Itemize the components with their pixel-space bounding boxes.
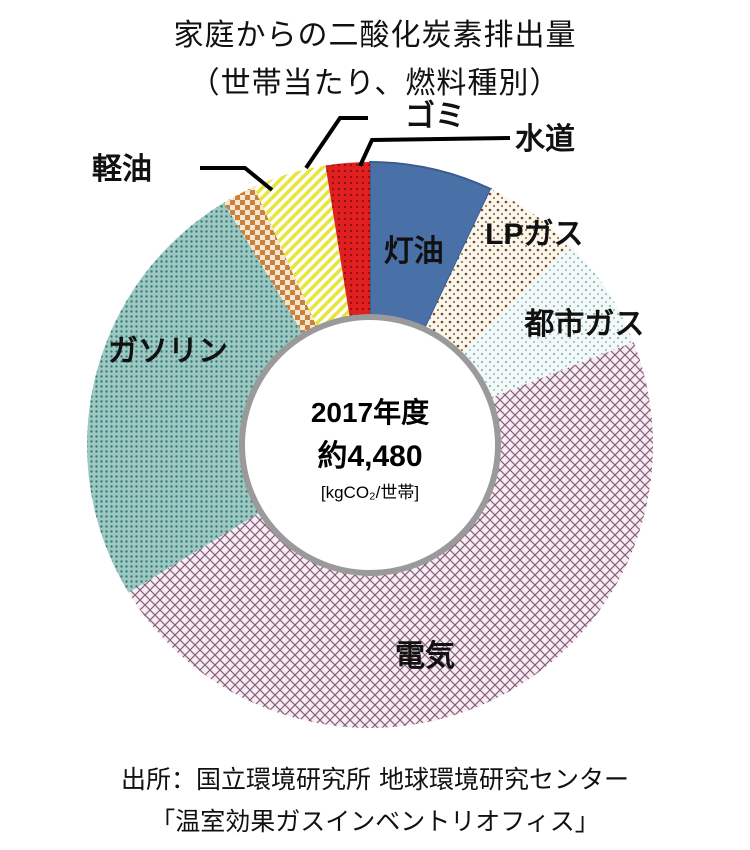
center-unit: [kgCO₂/世帯] [321, 483, 419, 502]
slice-label-3: 都市ガス [523, 307, 644, 341]
leader-lines [200, 116, 511, 192]
center-year: 2017年度 [311, 396, 429, 428]
donut-hole [239, 314, 501, 576]
chart-title: 家庭からの二酸化炭素排出量 [173, 18, 577, 53]
center-total: 約4,480 [317, 440, 422, 473]
slice-label-7: ゴミ [405, 99, 465, 133]
slice-label-1: 灯油 [384, 235, 444, 268]
slice-label-8: 水道 [515, 123, 575, 156]
slice-label-5: ガソリン [108, 335, 228, 368]
slice-label-6: 軽油 [92, 153, 152, 186]
source-line-2: 「温室効果ガスインベントリオフィス」 [150, 807, 600, 836]
slice-label-2: LPガス [485, 218, 583, 251]
slice-label-4: 電気 [395, 640, 455, 673]
leader-line-7 [304, 116, 368, 170]
leader-line-6 [200, 166, 274, 192]
chart-subtitle: （世帯当たり、燃料種別） [189, 66, 561, 101]
leader-line-8 [358, 136, 511, 167]
source-line-1: 出所：国立環境研究所 地球環境研究センター [121, 765, 629, 794]
slice-5 [86, 202, 370, 593]
